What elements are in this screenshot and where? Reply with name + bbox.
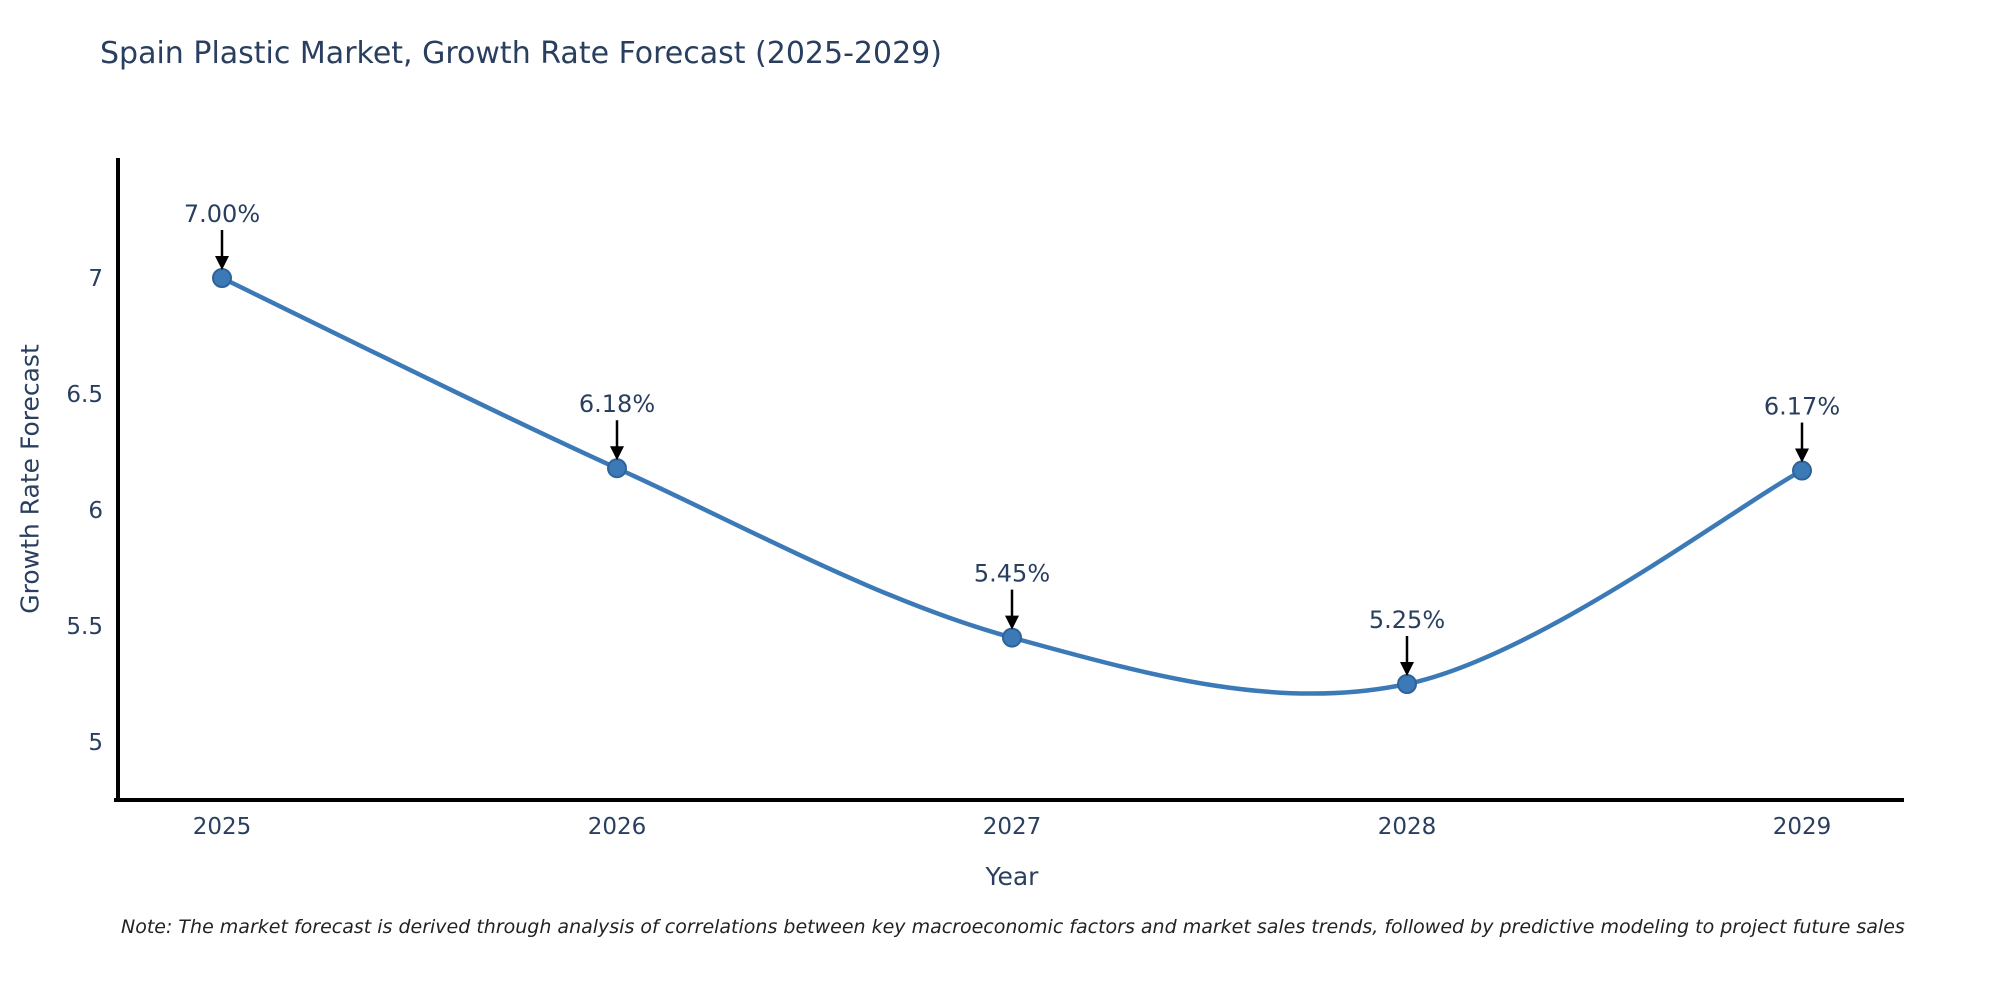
chart-title: Spain Plastic Market, Growth Rate Foreca…	[100, 36, 942, 71]
point-annotation: 6.18%	[579, 390, 655, 418]
x-tick-label: 2027	[983, 814, 1042, 840]
annotation-arrowhead	[215, 256, 229, 270]
point-annotation: 7.00%	[184, 200, 260, 228]
y-tick-label: 5	[88, 730, 103, 756]
point-annotation: 6.17%	[1764, 393, 1840, 421]
x-axis-title: Year	[985, 862, 1039, 891]
point-annotation: 5.25%	[1369, 606, 1445, 634]
y-tick-label: 5.5	[66, 614, 103, 640]
y-tick-label: 7	[88, 266, 103, 292]
data-point-2029	[1792, 460, 1812, 481]
y-axis-title: Growth Rate Forecast	[15, 344, 45, 614]
x-tick-label: 2025	[193, 814, 252, 840]
y-tick-label: 6.5	[66, 382, 103, 408]
data-point-2026	[607, 458, 627, 479]
x-tick-label: 2029	[1773, 814, 1832, 840]
data-point-2025	[212, 268, 232, 288]
annotation-arrowhead	[1795, 448, 1809, 463]
x-tick-label: 2026	[588, 814, 647, 840]
annotation-arrowhead	[1400, 662, 1414, 676]
y-tick-label: 6	[88, 498, 103, 524]
data-point-2027	[1002, 627, 1022, 648]
annotation-arrowhead	[610, 446, 624, 461]
annotation-arrowhead	[1005, 615, 1019, 630]
point-annotation: 5.45%	[974, 560, 1050, 588]
data-point-2028	[1397, 674, 1417, 694]
x-tick-label: 2028	[1378, 814, 1437, 840]
footnote: Note: The market forecast is derived thr…	[121, 916, 1905, 938]
